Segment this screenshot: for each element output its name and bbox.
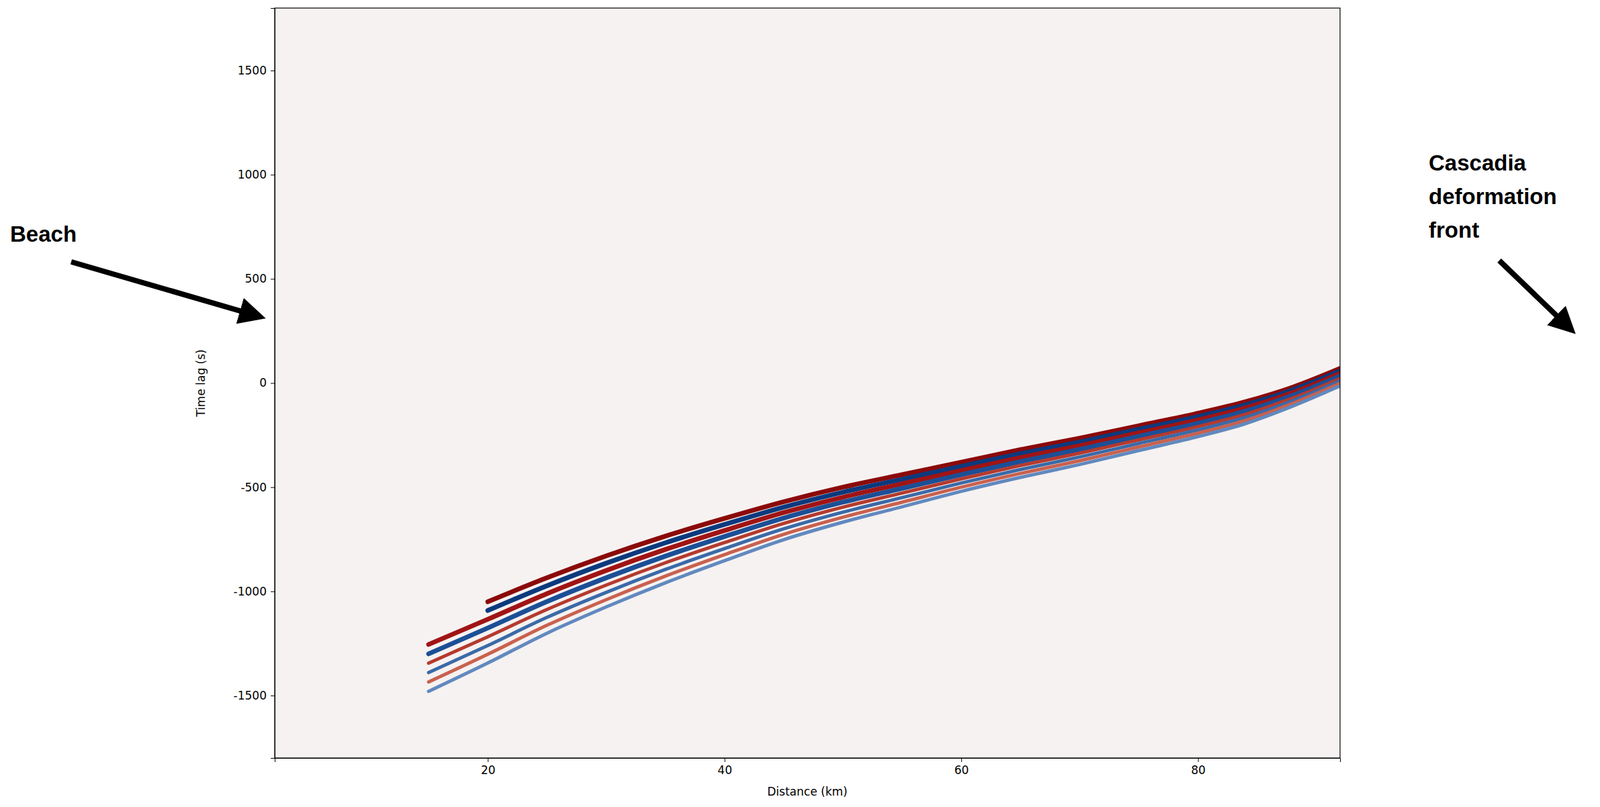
tick-label: 1500 — [237, 63, 267, 78]
annotation: Cascadiadeformationfront — [1428, 150, 1558, 243]
annotation-arrow — [71, 261, 261, 318]
wave-stripe — [428, 380, 1341, 673]
annotation-arrow — [1499, 260, 1572, 331]
x-axis: 20 40 60 80 — [275, 758, 1341, 778]
wave-stripe — [428, 383, 1341, 683]
tick-mark — [270, 383, 275, 385]
tick-label: 1000 — [237, 167, 267, 182]
tick: 0 — [259, 376, 275, 390]
y-axis: -1500 -1000 -500 0 500 1000 1500 — [233, 8, 276, 760]
tick: 60 — [954, 758, 970, 778]
wave-stripe — [428, 386, 1341, 692]
plot-area — [428, 368, 1341, 692]
tick-label: 20 — [480, 763, 496, 778]
annotation: Beach — [10, 221, 77, 247]
tick-mark — [487, 758, 489, 763]
wave-stripe — [428, 373, 1341, 645]
chart: 20 40 60 80 -1500 -1000 -500 0 500 1000 1500 Distan… — [0, 0, 1600, 807]
tick: 500 — [245, 272, 275, 286]
tick-mark — [724, 758, 726, 763]
tick: 20 — [480, 758, 496, 778]
x-axis-title: Distance (km) — [767, 785, 848, 799]
wave-stripe — [428, 376, 1341, 655]
plot-background — [274, 8, 1341, 759]
tick-mark — [270, 174, 275, 176]
tick-mark — [270, 487, 275, 489]
tick-mark — [270, 70, 275, 72]
tick-mark — [270, 278, 275, 280]
tick: 40 — [717, 758, 733, 778]
tick-mark — [1198, 758, 1199, 763]
plot-frame — [274, 8, 1341, 759]
tick: -1000 — [233, 585, 275, 599]
tick: 80 — [1190, 758, 1206, 778]
tick: 1000 — [237, 167, 275, 182]
tick-label: 500 — [245, 272, 267, 286]
tick-label: 60 — [954, 763, 970, 778]
tick: -500 — [240, 480, 275, 495]
tick-label: 80 — [1190, 763, 1206, 778]
wave-stripe — [428, 378, 1341, 664]
tick-label: -1500 — [233, 689, 267, 703]
y-axis-title: Time lag (s) — [194, 349, 208, 418]
tick-label: 0 — [259, 376, 267, 390]
tick: -1500 — [233, 689, 275, 703]
tick-mark — [961, 758, 962, 763]
axis-line — [275, 759, 1341, 764]
tick-label: -500 — [240, 480, 267, 495]
tick-mark — [270, 591, 275, 593]
tick-label: -1000 — [233, 585, 267, 599]
tick-label: 40 — [717, 763, 733, 778]
tick-mark — [270, 695, 275, 697]
tick: 1500 — [237, 63, 275, 78]
